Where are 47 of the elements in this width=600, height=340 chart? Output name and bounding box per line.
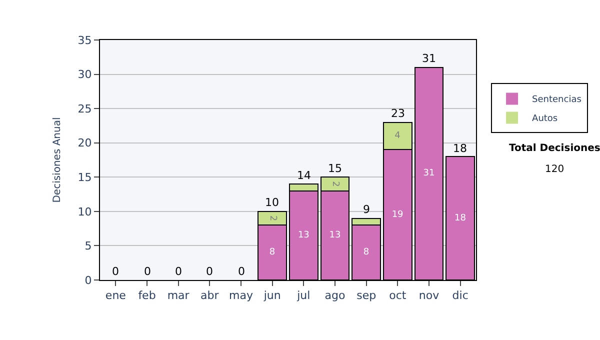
total-label: 0 — [175, 265, 182, 278]
x-tick-label: may — [229, 289, 254, 302]
y-tick-label: 15 — [78, 170, 92, 184]
y-tick-label: 20 — [78, 136, 92, 150]
total-label: 0 — [144, 265, 151, 278]
total-label: 15 — [328, 162, 342, 175]
data-label: 13 — [298, 230, 310, 240]
x-tick-label: feb — [138, 289, 156, 302]
data-label: 18 — [454, 213, 466, 224]
data-label: 4 — [394, 131, 401, 141]
total-label: 14 — [297, 169, 311, 182]
total-label: 31 — [422, 52, 436, 65]
total-label: 23 — [391, 107, 405, 120]
y-axis-title: Decisiones Anual — [52, 117, 63, 203]
y-tick-label: 35 — [78, 34, 92, 47]
data-label: 31 — [423, 168, 435, 179]
x-tick-label: mar — [167, 289, 190, 302]
x-tick-label: ago — [324, 289, 346, 302]
data-label: 13 — [329, 230, 341, 240]
text: 120 — [545, 164, 564, 175]
total-label: 0 — [206, 265, 213, 278]
data-label: 2 — [267, 215, 278, 222]
y-tick-label: 5 — [84, 240, 92, 253]
data-label: 8 — [269, 248, 276, 258]
legend-label: Sentencias — [532, 95, 582, 106]
total-label: 0 — [238, 265, 245, 278]
x-tick-label: dic — [452, 289, 468, 302]
x-tick-label: jul — [296, 289, 310, 302]
data-label: 8 — [363, 248, 370, 258]
x-tick-label: ene — [105, 289, 126, 302]
x-tick-label: abr — [200, 289, 220, 302]
x-tick-label: sep — [356, 289, 376, 302]
text: Total Decisiones — [509, 143, 600, 154]
x-tick-label: nov — [418, 289, 440, 302]
y-tick-label: 30 — [78, 68, 92, 82]
y-tick-label: 10 — [78, 205, 92, 218]
legend-label: Autos — [532, 114, 558, 124]
total-label: 9 — [363, 203, 370, 216]
y-tick-label: 25 — [78, 102, 92, 116]
total-label: 0 — [112, 265, 119, 278]
total-label: 10 — [265, 196, 279, 209]
x-tick-label: jun — [262, 289, 281, 302]
x-tick-label: oct — [389, 289, 407, 302]
y-tick-label: 0 — [84, 274, 92, 287]
data-label: 19 — [392, 210, 404, 220]
total-label: 18 — [453, 142, 467, 155]
data-label: 2 — [330, 181, 340, 187]
